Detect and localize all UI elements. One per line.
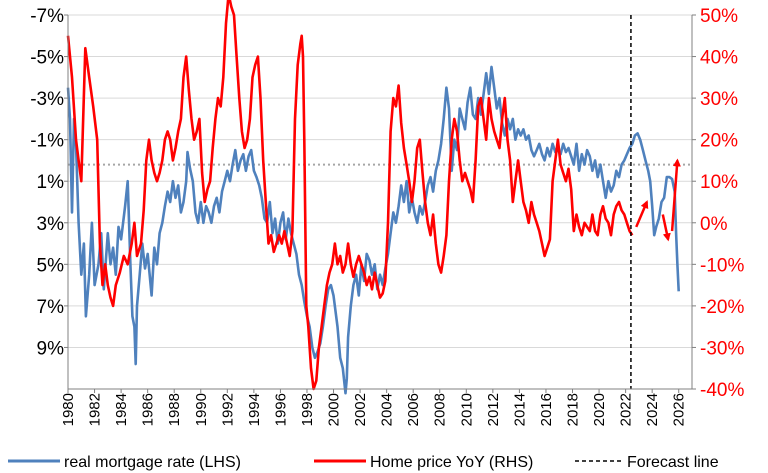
left-tick-label: 3%: [37, 214, 65, 235]
x-tick-label: 1980: [60, 393, 77, 426]
x-tick-label: 2012: [485, 393, 502, 426]
left-tick-label: -1%: [30, 131, 64, 152]
forecast-arrow: [670, 158, 681, 232]
left-tick-label: 7%: [37, 297, 65, 318]
grid-lines: [68, 14, 692, 348]
legend: real mortgage rate (LHS) Home price YoY …: [8, 454, 719, 471]
left-tick-label: 5%: [37, 255, 65, 276]
x-tick-label: 2026: [671, 393, 688, 426]
right-tick-label: -20%: [700, 297, 744, 318]
forecast-marks: [630, 15, 681, 389]
left-tick-label: -3%: [30, 89, 64, 110]
right-tick-label: -30%: [700, 338, 744, 359]
legend-label-home-price: Home price YoY (RHS): [370, 454, 533, 471]
x-tick-label: 2006: [405, 393, 422, 426]
series-lines: [66, 0, 680, 395]
right-tick-label: -40%: [700, 380, 744, 401]
x-tick-label: 2000: [326, 393, 343, 426]
x-tick-label: 2014: [511, 393, 528, 426]
forecast-arrow: [661, 214, 671, 242]
x-tick-label: 2024: [644, 393, 661, 426]
x-tick-label: 1982: [87, 393, 104, 426]
right-tick-label: 40%: [700, 48, 738, 69]
legend-label-forecast: Forecast line: [627, 454, 719, 471]
right-tick-label: -10%: [700, 255, 744, 276]
x-tick-label: 1996: [272, 393, 289, 426]
x-tick-label: 1994: [246, 393, 263, 426]
right-tick-label: 50%: [700, 6, 738, 27]
x-tick-label: 1988: [166, 393, 183, 426]
left-tick-label: 9%: [37, 338, 65, 359]
left-tick-label: 1%: [37, 172, 65, 193]
forecast-arrow: [635, 200, 649, 228]
x-tick-label: 1986: [140, 393, 157, 426]
right-tick-label: 30%: [700, 89, 738, 110]
series-line-home-price: [66, 0, 634, 391]
x-tick-label: 2022: [618, 393, 635, 426]
x-tick-label: 2018: [565, 393, 582, 426]
right-tick-label: 0%: [700, 214, 728, 235]
left-tick-label: -7%: [30, 6, 64, 27]
x-tick-label: 2004: [379, 393, 396, 426]
left-tick-label: -5%: [30, 48, 64, 69]
x-tick-label: 2020: [591, 393, 608, 426]
x-tick-label: 1990: [193, 393, 210, 426]
right-tick-label: 10%: [700, 172, 738, 193]
x-tick-label: 2016: [538, 393, 555, 426]
x-tick-label: 2008: [432, 393, 449, 426]
series-line-mortgage-rate: [66, 65, 680, 395]
legend-label-mortgage: real mortgage rate (LHS): [64, 454, 241, 471]
x-tick-label: 1984: [113, 393, 130, 426]
axes: -7% -5% -3% -1% 1% 3% 5% 7% 9% 50% 40% 30% 20% 10% 0% -…: [30, 6, 744, 426]
right-tick-label: 20%: [700, 131, 738, 152]
x-tick-label: 1992: [219, 393, 236, 426]
x-tick-label: 1998: [299, 393, 316, 426]
x-tick-label: 2010: [458, 393, 475, 426]
x-tick-label: 2002: [352, 393, 369, 426]
